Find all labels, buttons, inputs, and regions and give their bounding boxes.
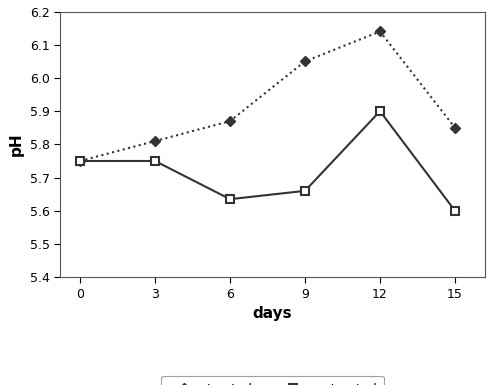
Legend: treated, untreated: treated, untreated [161,376,384,385]
Y-axis label: pH: pH [9,132,24,156]
X-axis label: days: days [252,306,292,321]
